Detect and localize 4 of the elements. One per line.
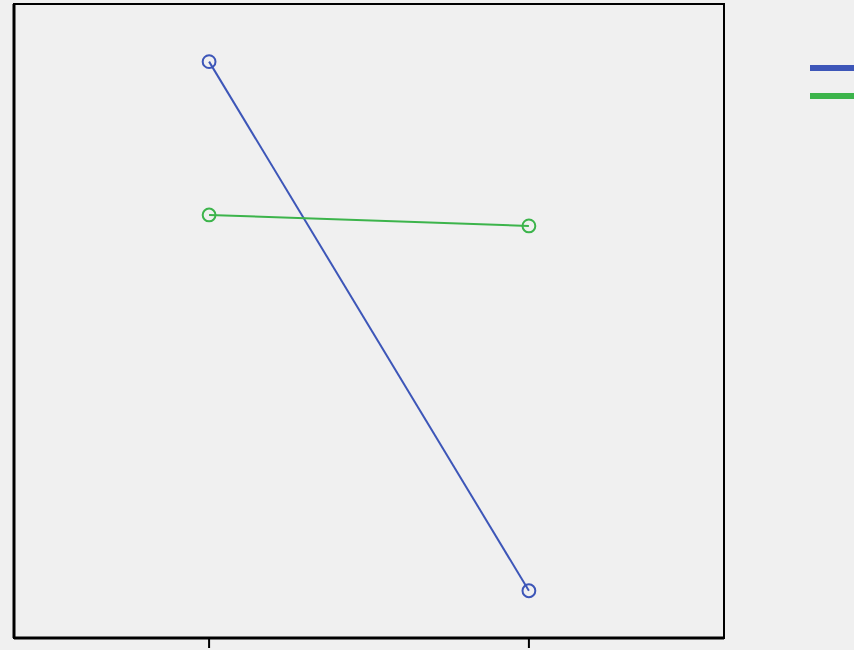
point <box>521 218 537 234</box>
point <box>201 54 217 70</box>
point <box>521 583 537 599</box>
point <box>201 207 217 223</box>
